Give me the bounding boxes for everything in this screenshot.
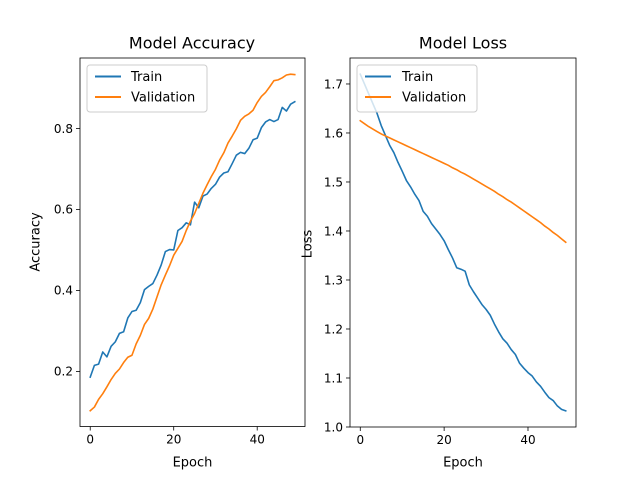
loss-x-ticks: 0 20 40 [356, 427, 536, 447]
loss-legend-validation-label: Validation [402, 91, 466, 106]
accuracy-plot-frame [79, 57, 306, 427]
accuracy-y-tick-label: 0.2 [54, 365, 73, 379]
loss-plot-frame [349, 57, 577, 428]
accuracy-y-tick-label: 0.4 [54, 284, 73, 298]
loss-y-label: Loss [301, 230, 316, 259]
loss-y-tick-label: 1.0 [324, 420, 343, 434]
accuracy-series [89, 73, 296, 412]
loss-y-tick-label: 1.4 [324, 224, 343, 238]
accuracy-legend-validation-label: Validation [131, 91, 195, 106]
loss-train-line [359, 73, 567, 412]
loss-y-tick-label: 1.7 [324, 77, 343, 91]
accuracy-y-tick-label: 0.8 [54, 122, 73, 136]
loss-y-tick-label: 1.2 [324, 322, 343, 336]
loss-y-tick-label: 1.5 [324, 175, 343, 189]
loss-series [359, 73, 567, 412]
loss-legend: Train Validation [356, 64, 478, 113]
accuracy-x-label: Epoch [173, 456, 213, 471]
loss-x-tick-label: 40 [520, 433, 535, 447]
accuracy-x-tick-label: 20 [166, 433, 181, 447]
loss-x-tick-label: 0 [356, 433, 364, 447]
loss-x-tick-label: 20 [436, 433, 451, 447]
accuracy-y-label: Accuracy [29, 212, 44, 272]
loss-title: Model Loss [419, 34, 507, 53]
accuracy-x-tick-label: 40 [250, 433, 265, 447]
accuracy-legend-train-label: Train [130, 70, 162, 85]
loss-legend-train-label: Train [401, 70, 433, 85]
loss-y-tick-label: 1.3 [324, 273, 343, 287]
loss-y-ticks: 1.0 1.1 1.2 1.3 1.4 1.5 1.6 1.7 [324, 77, 350, 434]
accuracy-subplot: Model Accuracy 0 20 40 0.20.40.60.8 Epoch … [29, 34, 306, 471]
loss-x-label: Epoch [443, 456, 483, 471]
accuracy-y-ticks: 0.2 0.4 0.6 0.8 [54, 122, 80, 379]
loss-validation-line [359, 119, 567, 244]
accuracy-title: Model Accuracy [129, 34, 255, 53]
accuracy-legend: Train Validation [86, 64, 208, 113]
accuracy-x-tick-label: 0 [86, 433, 94, 447]
accuracy-validation-line [89, 73, 296, 412]
accuracy-y-tick-label: 0.6 [54, 203, 73, 217]
accuracy-x-ticks: 0 20 40 [86, 426, 265, 447]
loss-subplot: Model Loss 0 20 40 1.01.11.21.31.41.51.61.… [301, 34, 577, 471]
accuracy-train-line [89, 100, 296, 379]
loss-y-tick-label: 1.6 [324, 126, 343, 140]
loss-y-tick-label: 1.1 [324, 371, 343, 385]
